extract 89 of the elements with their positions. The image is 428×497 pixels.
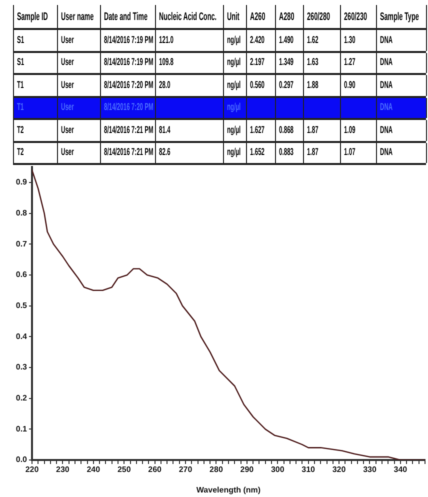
text: 2.197 bbox=[250, 57, 265, 68]
text: T2 bbox=[17, 124, 24, 136]
x-tick-label: 220 bbox=[25, 465, 40, 474]
y-tick-label: 0.3 bbox=[16, 362, 28, 372]
text: User bbox=[61, 80, 74, 90]
text: 8/14/2016 7:19 PM bbox=[104, 34, 154, 46]
category-label: 260/230 bbox=[344, 11, 368, 24]
text: ng/µl bbox=[227, 34, 241, 46]
text: 8/14/2016 7:20 PM bbox=[104, 80, 154, 90]
text: 81.4 bbox=[159, 124, 170, 136]
text: DNA bbox=[380, 57, 393, 68]
text: 1.88 bbox=[307, 80, 318, 90]
text: 8/14/2016 7:21 PM bbox=[104, 124, 154, 136]
text: ng/µl bbox=[227, 102, 241, 113]
x-tick-label: 340 bbox=[394, 465, 408, 474]
text: DNA bbox=[380, 34, 393, 46]
x-tick-label: 250 bbox=[117, 465, 132, 474]
text: T2 bbox=[17, 147, 24, 158]
x-tick-label: 270 bbox=[178, 465, 193, 474]
text: 1.627 bbox=[250, 124, 265, 136]
y-tick-label: 0.2 bbox=[16, 394, 28, 403]
category-label: Sample ID bbox=[17, 11, 48, 24]
text: User bbox=[61, 124, 74, 136]
y-tick-label: 0.9 bbox=[16, 178, 28, 187]
text: 1.62 bbox=[307, 34, 318, 46]
category-label: A260 bbox=[250, 11, 266, 24]
text: ng/µl bbox=[227, 124, 241, 136]
x-tick-label: 230 bbox=[56, 465, 70, 474]
category-label: Date and Time bbox=[104, 11, 148, 24]
text: 2.420 bbox=[250, 34, 265, 46]
text: User bbox=[61, 147, 74, 158]
y-tick-label: 0.1 bbox=[16, 424, 28, 434]
text: S1 bbox=[17, 57, 24, 68]
text: ng/µl bbox=[227, 147, 241, 158]
y-tick-label: 0.5 bbox=[16, 300, 28, 310]
text: 0.883 bbox=[279, 147, 294, 158]
x-tick-label: 290 bbox=[240, 465, 254, 474]
text: 1.07 bbox=[344, 147, 356, 158]
text: 8/14/2016 7:20 PM bbox=[104, 102, 154, 113]
text: 1.30 bbox=[344, 34, 356, 46]
text: ng/µl bbox=[227, 57, 241, 68]
y-tick-label: 0.7 bbox=[16, 239, 28, 248]
category-label: Nucleic Acid Conc. bbox=[159, 11, 217, 24]
text: User bbox=[61, 57, 74, 68]
x-tick-label: 320 bbox=[332, 465, 346, 474]
text: User bbox=[61, 34, 74, 46]
text: 1.09 bbox=[344, 124, 356, 136]
text: DNA bbox=[380, 80, 393, 90]
text: ng/µl bbox=[227, 80, 241, 90]
text: 1.87 bbox=[307, 147, 318, 158]
text: T1 bbox=[17, 80, 24, 90]
text: User bbox=[61, 102, 74, 113]
text: S1 bbox=[17, 34, 24, 46]
category-label: Sample Type bbox=[380, 11, 419, 24]
y-tick-label: 0.0 bbox=[16, 455, 28, 464]
text: 1.490 bbox=[279, 34, 294, 46]
text: 0.868 bbox=[279, 124, 294, 136]
category-label: Unit bbox=[227, 11, 240, 24]
y-tick-label: 0.4 bbox=[16, 332, 28, 341]
x-tick-label: 310 bbox=[302, 465, 316, 474]
text: 82.6 bbox=[159, 147, 170, 158]
text: 0.297 bbox=[279, 80, 294, 90]
text: 28.0 bbox=[159, 80, 170, 90]
text: 0.90 bbox=[344, 80, 356, 90]
text: 109.8 bbox=[159, 57, 174, 68]
text: 1.652 bbox=[250, 147, 265, 158]
text: 121.0 bbox=[159, 34, 174, 46]
text: 8/14/2016 7:19 PM bbox=[104, 57, 154, 68]
category-label: A280 bbox=[279, 11, 294, 24]
x-tick-label: 330 bbox=[363, 465, 377, 474]
text: 1.63 bbox=[307, 57, 318, 68]
x-axis-title: Wavelength (nm) bbox=[196, 485, 261, 494]
text: 0.560 bbox=[250, 80, 265, 90]
x-tick-label: 280 bbox=[210, 465, 224, 474]
text: DNA bbox=[380, 102, 393, 113]
text: 1.87 bbox=[307, 124, 318, 136]
text: T1 bbox=[17, 102, 24, 113]
y-tick-label: 0.6 bbox=[16, 270, 28, 280]
category-label: User name bbox=[61, 11, 94, 24]
x-tick-label: 240 bbox=[86, 465, 101, 474]
x-tick-label: 300 bbox=[270, 465, 285, 474]
y-tick-label: 0.8 bbox=[16, 208, 28, 218]
text: 1.27 bbox=[344, 57, 356, 68]
text: DNA bbox=[380, 124, 393, 136]
text: 1.349 bbox=[279, 57, 294, 68]
text: DNA bbox=[380, 147, 393, 158]
text: 8/14/2016 7:21 PM bbox=[104, 147, 154, 158]
x-tick-label: 260 bbox=[148, 465, 162, 474]
category-label: 260/280 bbox=[307, 11, 330, 24]
